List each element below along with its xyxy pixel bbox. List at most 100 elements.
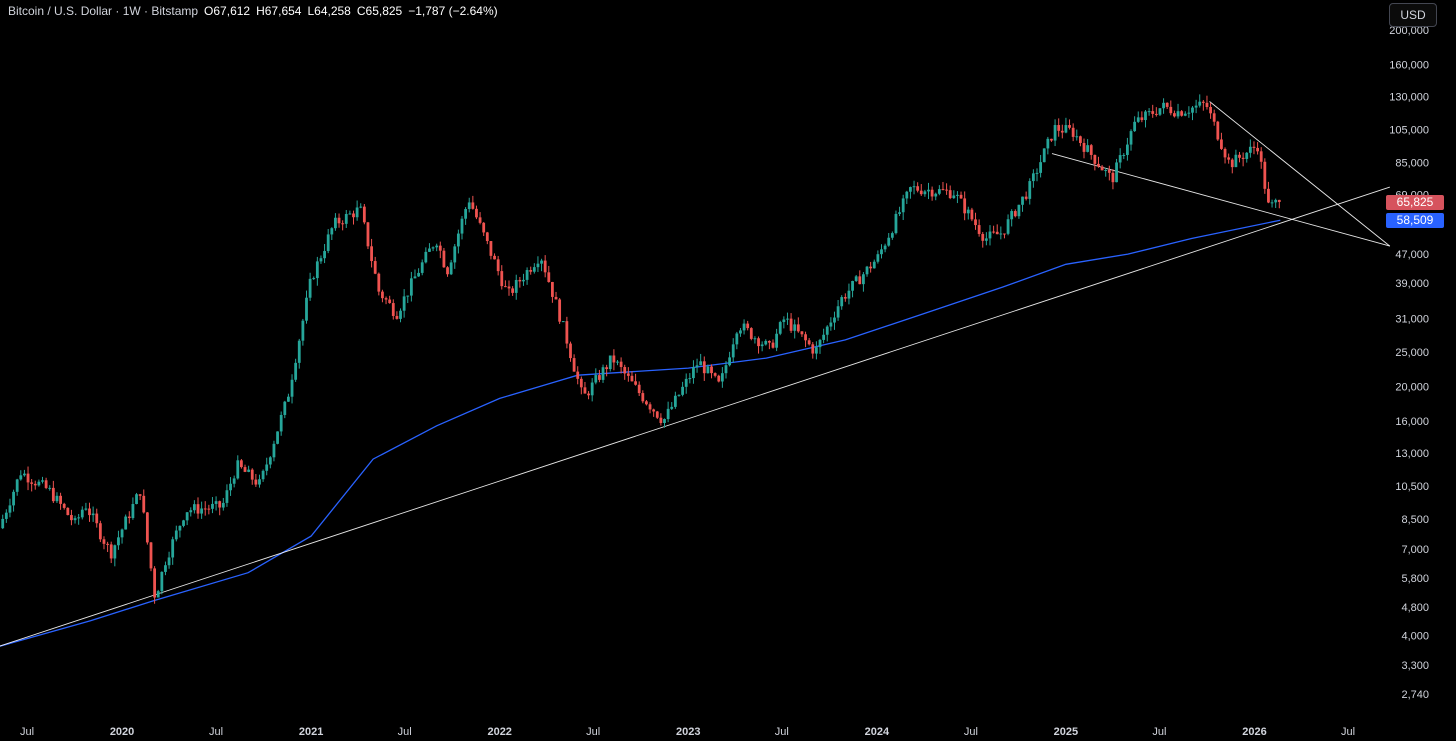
candle-body[interactable] (753, 338, 757, 340)
candle-body[interactable] (200, 508, 204, 514)
candle-body[interactable] (391, 303, 395, 316)
candle-body[interactable] (62, 503, 66, 508)
candle-body[interactable] (73, 518, 77, 521)
candle-body[interactable] (366, 222, 370, 247)
candle-body[interactable] (956, 194, 959, 196)
candle-body[interactable] (1104, 169, 1108, 171)
candle-body[interactable] (1086, 145, 1090, 152)
candle-body[interactable] (1194, 105, 1198, 108)
candle-body[interactable] (160, 571, 164, 592)
candle-body[interactable] (120, 529, 124, 538)
candle-body[interactable] (883, 245, 887, 250)
candle-body[interactable] (605, 367, 609, 370)
candle-body[interactable] (424, 251, 428, 263)
candle-body[interactable] (189, 510, 193, 513)
candles-layer[interactable] (1, 94, 1281, 604)
candle-body[interactable] (1230, 159, 1234, 168)
candle-body[interactable] (1267, 188, 1270, 203)
candle-body[interactable] (554, 296, 558, 300)
candle-body[interactable] (728, 357, 732, 366)
candle-body[interactable] (1057, 125, 1061, 131)
candle-body[interactable] (927, 189, 930, 192)
candle-body[interactable] (301, 320, 305, 341)
candle-body[interactable] (1259, 151, 1263, 162)
candle-body[interactable] (334, 217, 337, 229)
candle-body[interactable] (1111, 172, 1115, 183)
candle-body[interactable] (619, 361, 623, 368)
candle-body[interactable] (1216, 121, 1220, 140)
candle-body[interactable] (558, 299, 562, 322)
candle-body[interactable] (153, 568, 157, 598)
candle-body[interactable] (1201, 101, 1205, 103)
candle-body[interactable] (1227, 157, 1231, 160)
candle-body[interactable] (525, 270, 529, 280)
candle-body[interactable] (1169, 106, 1173, 114)
candle-body[interactable] (19, 475, 23, 480)
candle-body[interactable] (782, 319, 786, 323)
candle-body[interactable] (337, 217, 341, 224)
candle-body[interactable] (261, 470, 265, 480)
candle-body[interactable] (1252, 146, 1256, 148)
candle-body[interactable] (742, 323, 746, 331)
candle-body[interactable] (634, 381, 637, 385)
candle-body[interactable] (362, 206, 366, 223)
candle-body[interactable] (247, 469, 251, 472)
candle-body[interactable] (138, 494, 142, 496)
candle-body[interactable] (265, 464, 269, 471)
candle-body[interactable] (70, 515, 73, 521)
candle-body[interactable] (308, 278, 312, 298)
currency-button[interactable]: USD (1389, 3, 1437, 27)
candle-body[interactable] (731, 344, 735, 358)
candle-body[interactable] (221, 502, 225, 508)
candle-body[interactable] (503, 286, 507, 288)
candle-body[interactable] (1277, 199, 1281, 202)
candle-body[interactable] (833, 317, 836, 323)
candle-body[interactable] (561, 321, 565, 323)
candle-body[interactable] (923, 191, 927, 195)
candle-body[interactable] (236, 460, 240, 479)
candle-body[interactable] (807, 340, 811, 345)
candle-body[interactable] (446, 267, 449, 275)
candle-body[interactable] (109, 544, 113, 559)
candle-body[interactable] (33, 483, 37, 486)
candle-body[interactable] (1089, 145, 1093, 155)
candle-body[interactable] (825, 326, 829, 335)
candle-body[interactable] (91, 513, 95, 516)
candle-body[interactable] (706, 366, 710, 374)
candle-body[interactable] (637, 384, 641, 394)
candle-body[interactable] (966, 209, 970, 214)
candle-body[interactable] (59, 495, 62, 504)
candle-body[interactable] (149, 542, 153, 569)
candle-body[interactable] (692, 367, 695, 379)
candle-body[interactable] (840, 297, 844, 307)
candle-body[interactable] (988, 231, 992, 239)
candle-body[interactable] (937, 189, 941, 194)
candle-body[interactable] (659, 417, 663, 423)
candle-body[interactable] (1154, 113, 1158, 115)
candle-body[interactable] (1176, 111, 1180, 117)
candle-body[interactable] (760, 344, 764, 347)
candle-body[interactable] (822, 334, 826, 340)
candle-body[interactable] (717, 375, 721, 382)
candle-body[interactable] (145, 512, 149, 543)
candle-body[interactable] (55, 495, 59, 502)
candle-body[interactable] (319, 258, 323, 262)
candle-body[interactable] (196, 504, 200, 514)
candle-body[interactable] (551, 281, 554, 297)
candle-body[interactable] (594, 375, 598, 383)
candle-body[interactable] (655, 411, 659, 418)
candle-body[interactable] (1173, 113, 1176, 117)
candle-body[interactable] (583, 387, 587, 394)
candle-body[interactable] (746, 323, 750, 329)
candle-body[interactable] (12, 491, 15, 506)
candle-body[interactable] (1060, 130, 1064, 133)
candle-body[interactable] (471, 202, 475, 209)
candle-body[interactable] (941, 189, 945, 191)
candle-body[interactable] (1100, 166, 1104, 171)
candle-body[interactable] (757, 338, 760, 347)
candle-body[interactable] (713, 373, 717, 376)
candle-body[interactable] (417, 272, 420, 277)
candle-body[interactable] (786, 318, 789, 320)
candle-body[interactable] (142, 495, 146, 513)
